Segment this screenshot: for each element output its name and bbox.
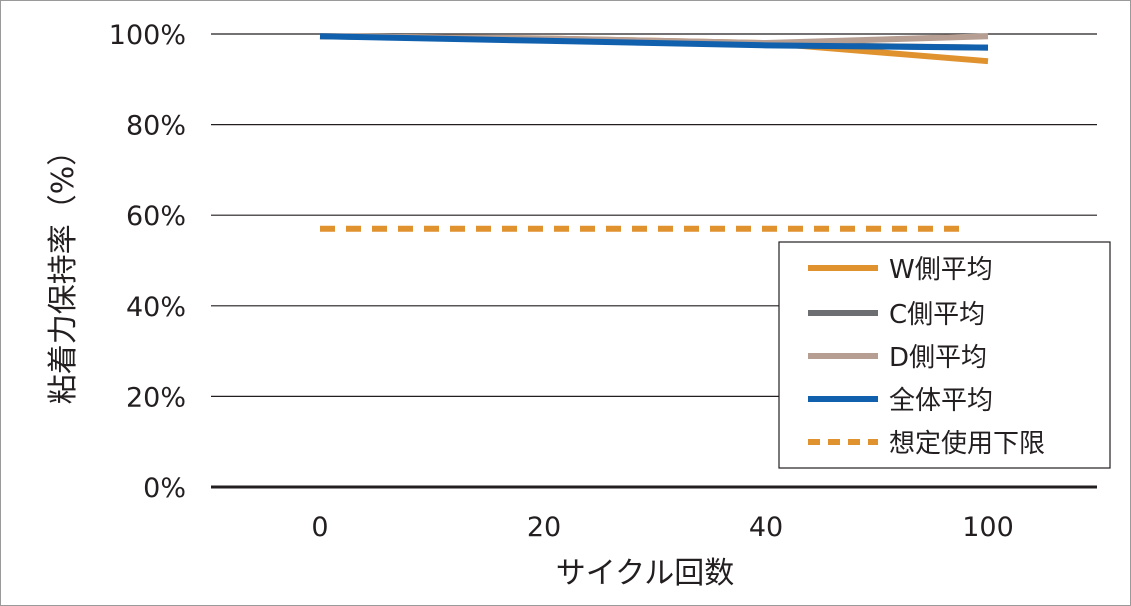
- y-tick-label: 80%: [126, 111, 186, 142]
- legend-label: C側平均: [889, 300, 985, 330]
- y-tick-label: 60%: [126, 201, 186, 232]
- legend-label: W側平均: [889, 255, 993, 285]
- x-axis-label: サイクル回数: [556, 556, 735, 591]
- series-line: [319, 33, 989, 51]
- y-tick-label: 20%: [126, 382, 186, 413]
- series-lines: [319, 33, 989, 232]
- y-tick-label: 100%: [109, 20, 186, 51]
- x-tick-label: 40: [749, 512, 783, 543]
- x-tick-labels: 0 20 40 100: [311, 512, 1013, 543]
- x-tick-label: 100: [962, 512, 1014, 543]
- legend-label: D側平均: [889, 343, 987, 373]
- x-tick-label: 0: [311, 512, 328, 543]
- legend-label: 想定使用下限: [889, 429, 1045, 459]
- y-tick-labels: 0% 20% 40% 60% 80% 100%: [109, 20, 186, 504]
- legend-label: 全体平均: [889, 386, 993, 416]
- y-tick-label: 40%: [126, 292, 186, 323]
- y-axis-label: 粘着力保持率（%）: [46, 136, 81, 405]
- x-tick-label: 20: [527, 512, 561, 543]
- y-tick-label: 0%: [143, 473, 186, 504]
